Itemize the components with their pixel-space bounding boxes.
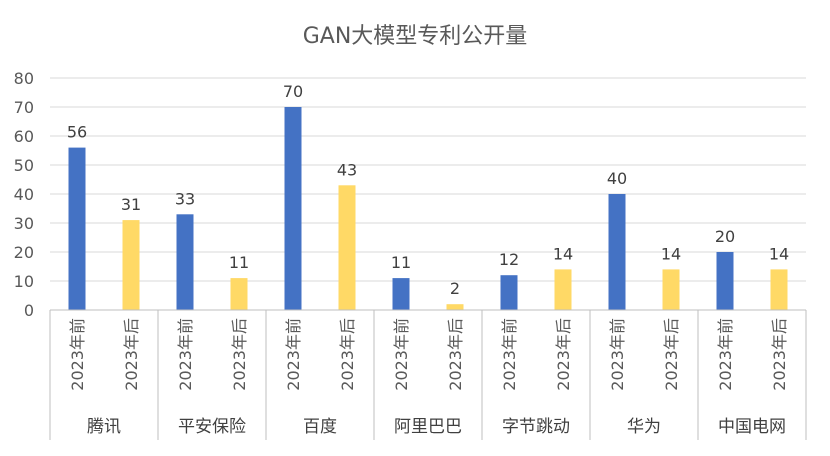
- sub-category-label: 2023年后: [662, 318, 681, 391]
- sub-category-label: 2023年前: [392, 318, 411, 391]
- bar: [122, 220, 140, 310]
- bar: [230, 278, 248, 310]
- sub-category-label: 2023年前: [716, 318, 735, 391]
- bar-value-label: 11: [391, 253, 411, 272]
- bar-value-label: 31: [121, 195, 141, 214]
- bar-value-label: 40: [607, 169, 627, 188]
- bar-value-label: 14: [769, 244, 789, 263]
- sub-category-label: 2023年后: [122, 318, 141, 391]
- y-tick-label: 30: [14, 214, 34, 233]
- y-tick-label: 50: [14, 156, 34, 175]
- y-tick-label: 40: [14, 185, 34, 204]
- group-label: 腾讯: [87, 417, 121, 437]
- bars: [68, 107, 788, 310]
- sub-category-label: 2023年前: [500, 318, 519, 391]
- y-axis-ticks: 0 10 20 30 40 50 60 70 80: [14, 69, 34, 320]
- sub-category-label: 2023年前: [608, 318, 627, 391]
- bar-value-label: 14: [661, 244, 681, 263]
- bar-value-label: 12: [499, 250, 519, 269]
- y-tick-label: 70: [14, 98, 34, 117]
- bar: [68, 147, 86, 310]
- sub-category-label: 2023年前: [68, 318, 87, 391]
- data-labels: 56 31 33 11 70 43 11 2 12 14 40 14 20 14: [67, 82, 789, 298]
- sub-category-label: 2023年前: [284, 318, 303, 391]
- y-tick-label: 80: [14, 69, 34, 88]
- gridlines: [50, 77, 806, 282]
- bar: [338, 185, 356, 310]
- bar-value-label: 56: [67, 123, 87, 142]
- sub-category-label: 2023年后: [770, 318, 789, 391]
- bar-value-label: 70: [283, 82, 303, 101]
- group-label: 中国电网: [718, 417, 786, 437]
- sub-category-label: 2023年后: [230, 318, 249, 391]
- bar-value-label: 14: [553, 244, 573, 263]
- group-label: 华为: [627, 417, 661, 437]
- sub-category-label: 2023年前: [176, 318, 195, 391]
- bar: [446, 304, 464, 310]
- bar-value-label: 43: [337, 160, 357, 179]
- bar: [500, 275, 518, 310]
- sub-category-label: 2023年后: [446, 318, 465, 391]
- y-tick-label: 20: [14, 243, 34, 262]
- y-tick-label: 60: [14, 127, 34, 146]
- y-tick-label: 0: [24, 301, 34, 320]
- bar-value-label: 11: [229, 253, 249, 272]
- group-label: 字节跳动: [502, 417, 570, 437]
- bar: [554, 269, 572, 310]
- sub-category-label: 2023年后: [338, 318, 357, 391]
- bar: [176, 214, 194, 310]
- chart-title: GAN大模型专利公开量: [303, 24, 528, 49]
- sub-category-label: 2023年后: [554, 318, 573, 391]
- y-tick-label: 10: [14, 272, 34, 291]
- bar: [662, 269, 680, 310]
- bar: [392, 278, 410, 310]
- group-label: 百度: [303, 417, 337, 437]
- bar-value-label: 20: [715, 227, 735, 246]
- bar-value-label: 33: [175, 189, 195, 208]
- bar: [716, 252, 734, 310]
- bar: [608, 194, 626, 310]
- bar: [284, 107, 302, 310]
- group-label: 阿里巴巴: [394, 417, 462, 437]
- group-label: 平安保险: [178, 417, 246, 437]
- bar-value-label: 2: [450, 279, 460, 298]
- bar: [770, 269, 788, 310]
